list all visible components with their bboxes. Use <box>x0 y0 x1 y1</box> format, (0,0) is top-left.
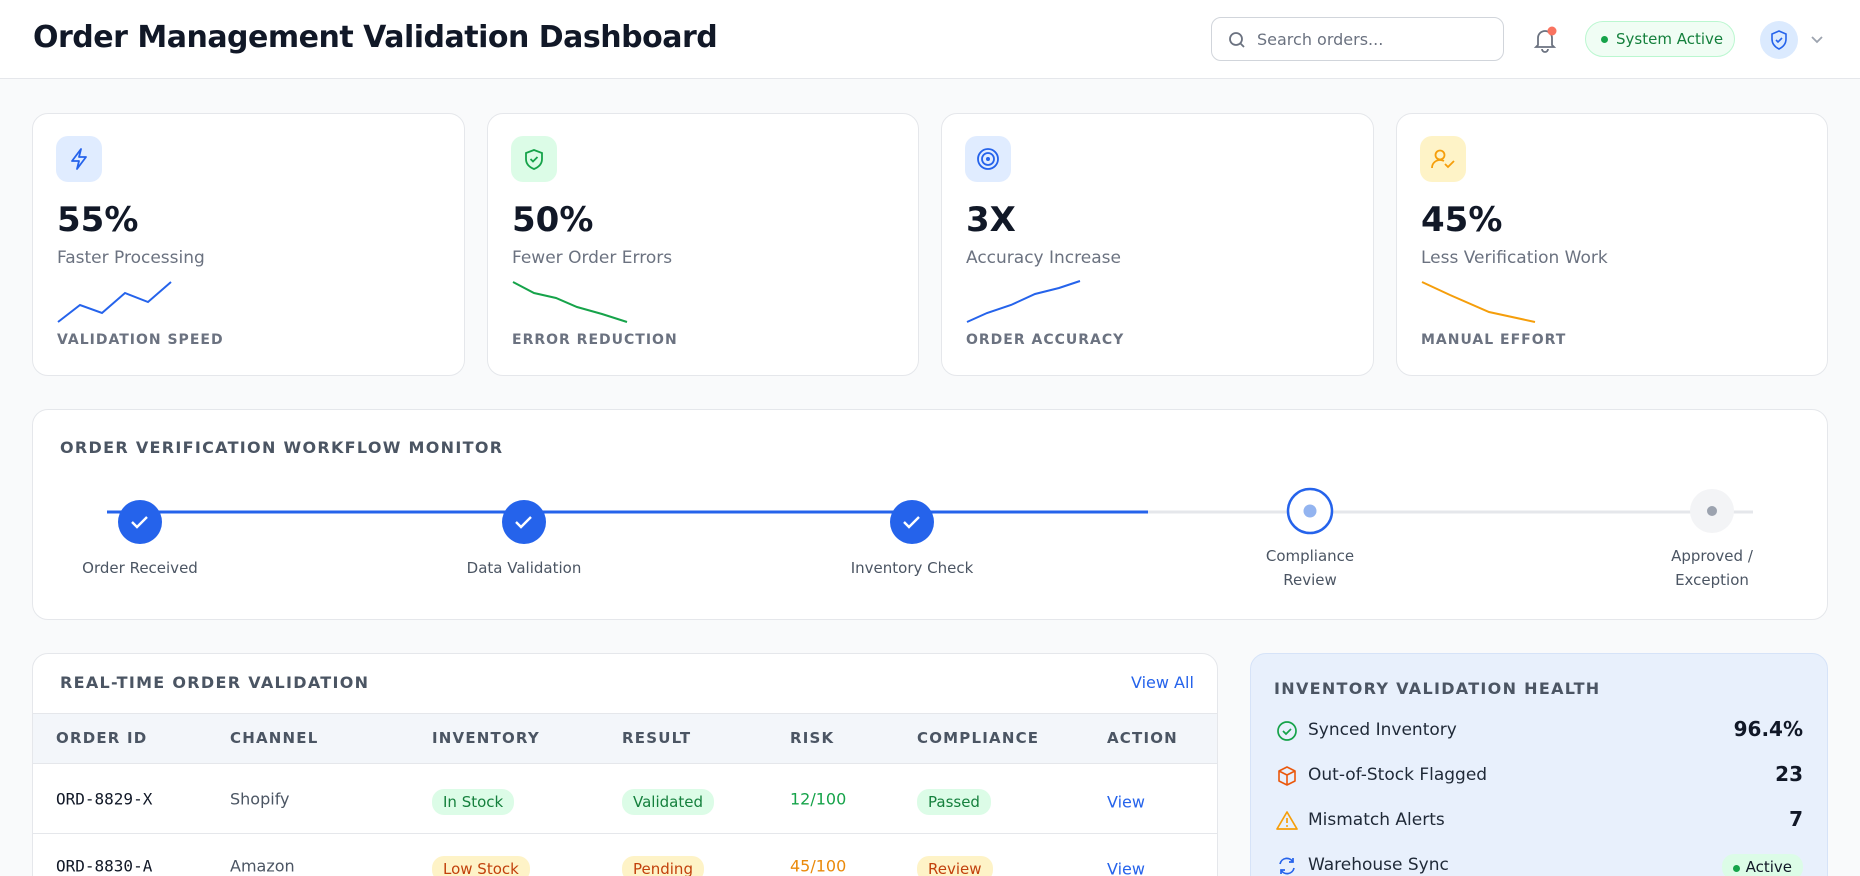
step-label: Order Received <box>82 559 198 577</box>
stat-icon <box>56 136 102 182</box>
stat-icon <box>1420 136 1466 182</box>
view-all-link[interactable]: View All <box>1131 673 1194 692</box>
stat-label: Accuracy Increase <box>966 248 1121 268</box>
health-row: Warehouse Sync Active <box>1250 851 1828 876</box>
health-label: Warehouse Sync <box>1308 855 1449 875</box>
step-done <box>118 500 162 544</box>
stat-caption: ERROR REDUCTION <box>512 332 678 348</box>
stat-label: Faster Processing <box>57 248 205 268</box>
health-label: Synced Inventory <box>1308 720 1457 740</box>
sparkline <box>1421 281 1536 323</box>
stat-caption: ORDER ACCURACY <box>966 332 1125 348</box>
step-label: Data Validation <box>466 559 582 577</box>
stat-caption: MANUAL EFFORT <box>1421 332 1567 348</box>
health-value: 23 <box>1775 762 1803 786</box>
stat-card: 50% Fewer Order Errors ERROR REDUCTION <box>487 113 919 376</box>
view-link[interactable]: View <box>1107 792 1145 812</box>
stat-caption: VALIDATION SPEED <box>57 332 224 348</box>
step-label: Compliance Review <box>1265 547 1355 589</box>
order-id: ORD-8829-X <box>56 789 153 809</box>
risk-score: 45/100 <box>790 856 847 876</box>
health-card <box>1250 653 1828 876</box>
search-placeholder: Search orders... <box>1257 30 1384 49</box>
health-icon <box>1279 857 1295 875</box>
compliance-badge: Passed <box>917 789 991 815</box>
sparkline <box>512 281 628 323</box>
result-badge: Validated <box>622 789 714 815</box>
page-title: Order Management Validation Dashboard <box>33 20 718 55</box>
step-done <box>502 500 546 544</box>
workflow-track <box>107 487 1753 544</box>
stat-icon <box>511 136 557 182</box>
step-label: Inventory Check <box>850 559 974 577</box>
health-icon <box>1277 721 1297 741</box>
step-done <box>890 500 934 544</box>
column-header: ORDER ID <box>56 729 148 747</box>
column-header: RISK <box>790 729 835 747</box>
stat-card: 45% Less Verification Work MANUAL EFFORT <box>1396 113 1828 376</box>
result-badge: Pending <box>622 856 704 876</box>
stat-value: 50% <box>512 200 594 240</box>
header-bar <box>0 0 1860 79</box>
view-link[interactable]: View <box>1107 859 1145 876</box>
column-header: COMPLIANCE <box>917 729 1040 747</box>
section-title: INVENTORY VALIDATION HEALTH <box>1274 679 1601 698</box>
step-pending <box>1690 489 1734 533</box>
health-row: Out-of-Stock Flagged 23 <box>1250 761 1828 791</box>
health-label: Mismatch Alerts <box>1308 810 1445 830</box>
health-status-pill: Active <box>1721 854 1803 876</box>
search-box[interactable]: Search orders... <box>1211 17 1504 61</box>
channel: Amazon <box>230 856 295 876</box>
channel: Shopify <box>230 789 290 809</box>
sparkline <box>57 281 172 323</box>
sparkline <box>966 280 1081 323</box>
health-value: 7 <box>1789 807 1803 831</box>
row-divider <box>33 833 1217 834</box>
order-id: ORD-8830-A <box>56 856 153 876</box>
health-row: Mismatch Alerts 7 <box>1250 806 1828 836</box>
column-header: CHANNEL <box>230 729 319 747</box>
notification-bell[interactable] <box>1532 26 1558 54</box>
health-value: 96.4% <box>1733 717 1803 741</box>
table-header <box>33 713 1217 764</box>
status-dot <box>1732 865 1740 872</box>
table-card <box>32 653 1218 876</box>
health-row: Synced Inventory 96.4% <box>1250 716 1828 746</box>
compliance-badge: Review <box>917 856 993 876</box>
stat-icon <box>965 136 1011 182</box>
status-pill: System Active <box>1585 21 1735 57</box>
stat-value: 55% <box>57 200 139 240</box>
stat-value: 45% <box>1421 200 1503 240</box>
stat-card: 3X Accuracy Increase ORDER ACCURACY <box>941 113 1374 376</box>
inventory-badge: Low Stock <box>432 856 530 876</box>
stat-card: 55% Faster Processing VALIDATION SPEED <box>32 113 465 376</box>
health-label: Out-of-Stock Flagged <box>1308 765 1488 785</box>
section-title: ORDER VERIFICATION WORKFLOW MONITOR <box>60 438 504 457</box>
step-current <box>1286 487 1334 535</box>
stat-label: Fewer Order Errors <box>512 248 673 268</box>
search-icon <box>1229 32 1245 48</box>
column-header: ACTION <box>1107 729 1178 747</box>
health-icon <box>1276 811 1298 830</box>
column-header: INVENTORY <box>432 729 540 747</box>
stat-label: Less Verification Work <box>1421 248 1608 268</box>
stat-value: 3X <box>966 200 1016 240</box>
column-header: RESULT <box>622 729 692 747</box>
inventory-badge: In Stock <box>432 789 515 815</box>
user-menu[interactable] <box>1760 20 1836 60</box>
risk-score: 12/100 <box>790 789 847 809</box>
section-title: REAL-TIME ORDER VALIDATION <box>60 673 370 692</box>
health-icon <box>1278 766 1296 786</box>
step-label: Approved / Exception <box>1671 547 1753 589</box>
